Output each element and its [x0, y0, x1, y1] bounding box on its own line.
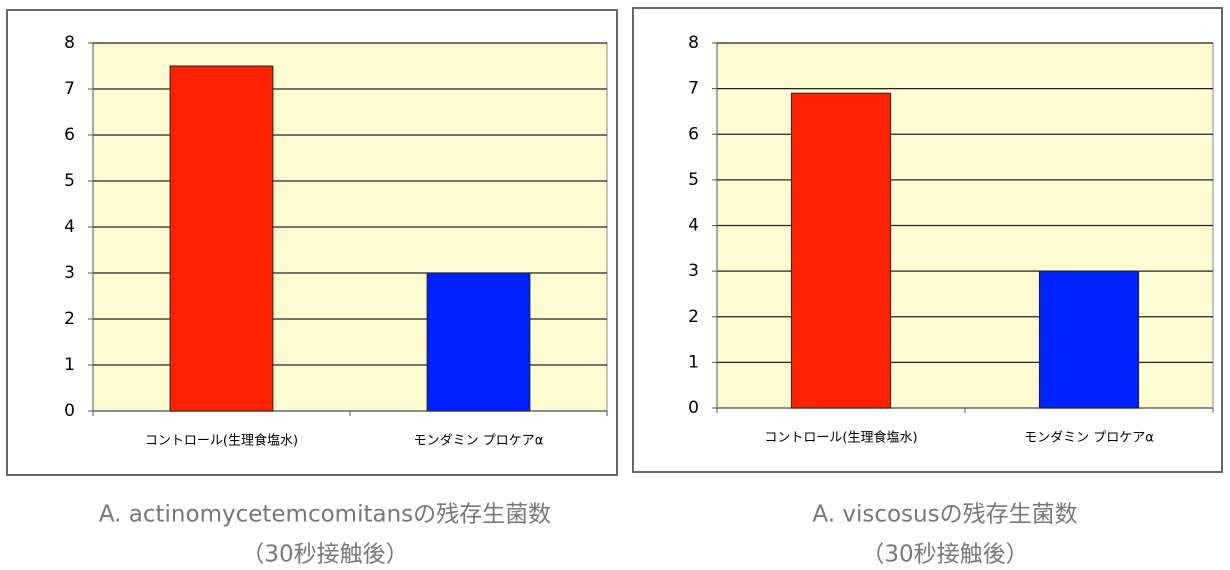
chart-title: A. viscosusの残存生菌数	[812, 502, 1077, 528]
y-tick-label: 2	[64, 309, 75, 329]
y-tick-label: 0	[688, 398, 699, 418]
bar	[426, 272, 531, 412]
y-tick-label: 7	[64, 79, 75, 99]
x-tick-label: コントロール(生理食塩水)	[764, 430, 917, 446]
x-tick-label: モンダミン プロケアα	[1024, 431, 1154, 446]
x-tick-label: コントロール(生理食塩水)	[145, 433, 298, 449]
y-tick-label: 4	[64, 217, 75, 237]
chart-title: A. actinomycetemcomitansの残存生菌数	[99, 502, 551, 528]
y-tick-label: 3	[688, 261, 699, 281]
y-tick-label: 8	[688, 33, 699, 53]
y-tick-label: 4	[688, 216, 699, 236]
y-tick-label: 6	[688, 124, 699, 144]
y-tick-label: 6	[64, 125, 75, 145]
bar	[1038, 270, 1140, 409]
y-tick-label: 1	[688, 352, 699, 372]
bar	[169, 65, 274, 412]
y-tick-label: 7	[688, 79, 699, 99]
x-tick-label: モンダミン プロケアα	[414, 434, 544, 449]
y-tick-label: 5	[64, 171, 75, 191]
y-tick-label: 5	[688, 170, 699, 190]
chart-subtitle: （30秒接触後）	[241, 542, 408, 568]
chart-subtitle: （30秒接触後）	[861, 542, 1028, 568]
bar	[790, 92, 892, 409]
y-tick-label: 2	[688, 307, 699, 327]
y-tick-label: 0	[64, 401, 75, 421]
y-tick-label: 1	[64, 355, 75, 375]
y-tick-label: 8	[64, 33, 75, 53]
y-tick-label: 3	[64, 263, 75, 283]
